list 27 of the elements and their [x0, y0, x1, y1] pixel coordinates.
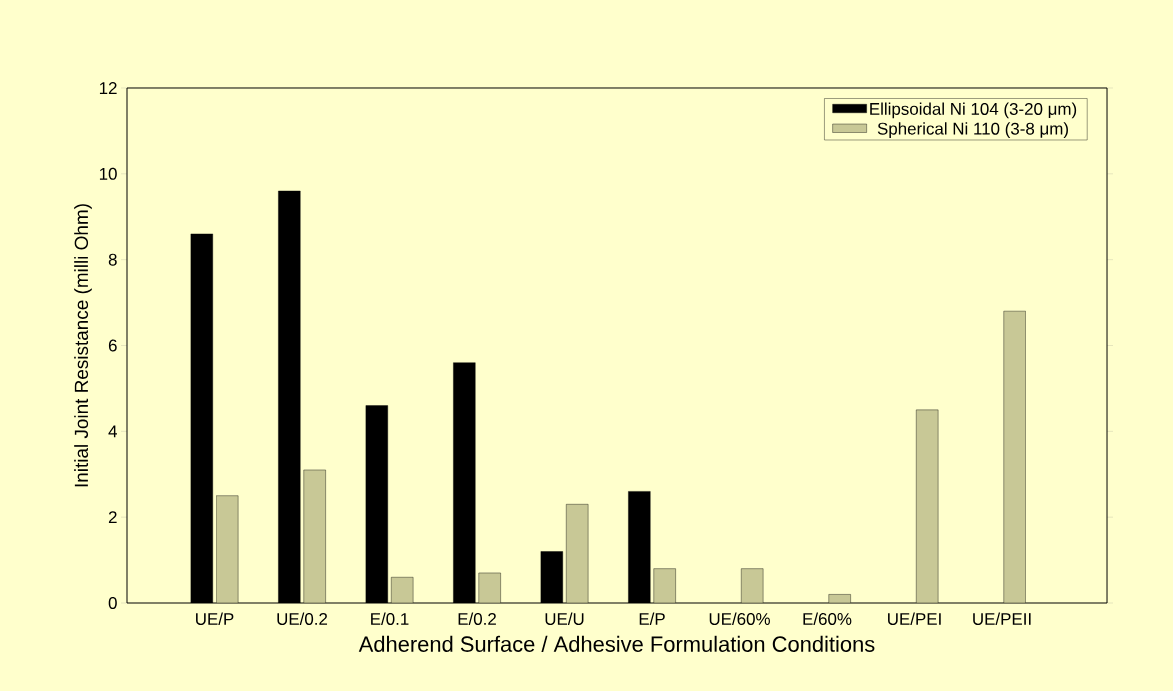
y-tick-label: 12: [99, 82, 117, 94]
x-axis-title: Adherend Surface / Adhesive Formulation Conditions: [358, 635, 875, 652]
y-tick-label: 4: [108, 425, 117, 438]
y-tick-label: 2: [108, 511, 117, 524]
y-tick-label: 6: [108, 339, 117, 352]
x-tick-label: E/P: [639, 612, 665, 625]
bar: [653, 568, 676, 603]
x-tick-label: UE/0.2: [277, 612, 328, 625]
x-tick-label: UE/60%: [709, 612, 770, 625]
x-tick-label: UE/P: [196, 612, 234, 625]
bar: [566, 504, 589, 603]
x-tick-label: UE/U: [545, 612, 584, 625]
bar: [216, 495, 239, 603]
y-tick-label: 10: [99, 167, 117, 180]
legend-label: Spherical Ni 110 (3-8 μm): [877, 122, 1068, 139]
bar: [1003, 310, 1026, 603]
x-tick-label: UE/PEII: [973, 612, 1031, 625]
x-tick-label: E/60%: [803, 612, 852, 625]
y-tick-label: 0: [108, 597, 117, 609]
bar: [916, 409, 939, 603]
x-tick-label: E/0.2: [458, 612, 496, 625]
legend-label: Ellipsoidal Ni 104 (3-20 μm): [870, 102, 1077, 119]
x-tick-label: UE/PEI: [888, 612, 941, 625]
x-tick-label: E/0.1: [371, 612, 409, 625]
y-axis-title: Initial Joint Resistance (milli Ohm): [74, 204, 92, 487]
bar: [303, 469, 326, 603]
y-tick-label: 8: [108, 253, 117, 266]
